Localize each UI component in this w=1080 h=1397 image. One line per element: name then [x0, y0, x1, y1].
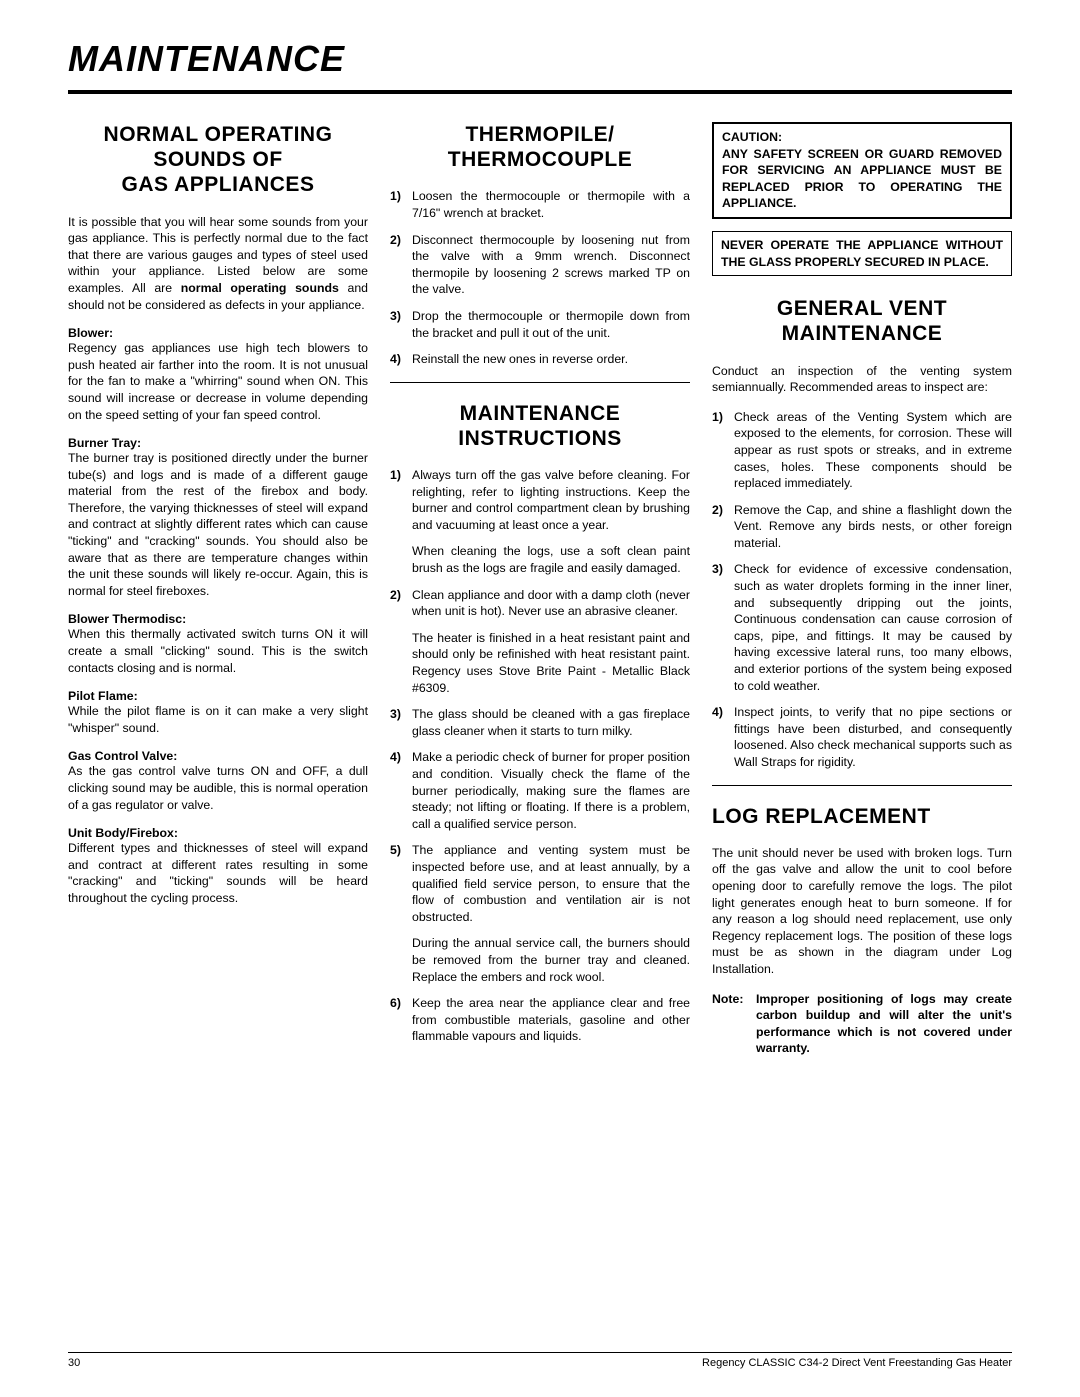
warning-box: NEVER OPERATE THE APPLIANCE WITHOUT THE … [712, 231, 1012, 276]
column-2: THERMOPILE/ THERMOCOUPLE 1)Loosen the th… [390, 122, 690, 1059]
columns: NORMAL OPERATING SOUNDS OF GAS APPLIANCE… [68, 122, 1012, 1059]
footer-rule [68, 1352, 1012, 1353]
section-rule [390, 382, 690, 383]
section-title-thermopile: THERMOPILE/ THERMOCOUPLE [390, 122, 690, 172]
column-1: NORMAL OPERATING SOUNDS OF GAS APPLIANCE… [68, 122, 368, 1059]
maintenance-steps: 1)Always turn off the gas valve before c… [390, 467, 690, 1045]
note-block: Note: Improper positioning of logs may c… [712, 991, 1012, 1057]
caution-body: ANY SAFETY SCREEN OR GUARD REMOVED FOR S… [722, 146, 1002, 212]
column-3: CAUTION: ANY SAFETY SCREEN OR GUARD REMO… [712, 122, 1012, 1059]
log-replacement-text: The unit should never be used with broke… [712, 845, 1012, 978]
page-title: MAINTENANCE [68, 38, 1012, 80]
firebox-head: Unit Body/Firebox: [68, 826, 368, 840]
note-label: Note: [712, 991, 756, 1057]
burner-text: The burner tray is positioned directly u… [68, 450, 368, 599]
thermopile-steps: 1)Loosen the thermocouple or thermopile … [390, 188, 690, 367]
vent-steps: 1)Check areas of the Venting System whic… [712, 409, 1012, 771]
vent-intro: Conduct an inspection of the venting sys… [712, 363, 1012, 396]
burner-head: Burner Tray: [68, 436, 368, 450]
intro-paragraph: It is possible that you will hear some s… [68, 214, 368, 314]
warning-text: NEVER OPERATE THE APPLIANCE WITHOUT THE … [721, 237, 1003, 270]
blower-head: Blower: [68, 326, 368, 340]
footer: 30 Regency CLASSIC C34-2 Direct Vent Fre… [68, 1352, 1012, 1369]
title-rule [68, 90, 1012, 94]
pilot-text: While the pilot flame is on it can make … [68, 703, 368, 736]
valve-text: As the gas control valve turns ON and OF… [68, 763, 368, 813]
firebox-text: Different types and thicknesses of steel… [68, 840, 368, 906]
page-number: 30 [68, 1357, 80, 1369]
blower-text: Regency gas appliances use high tech blo… [68, 340, 368, 423]
caution-head: CAUTION: [722, 129, 1002, 146]
note-text: Improper positioning of logs may create … [756, 991, 1012, 1057]
section-title-general-vent: GENERAL VENT MAINTENANCE [712, 296, 1012, 346]
valve-head: Gas Control Valve: [68, 749, 368, 763]
section-title-normal-sounds: NORMAL OPERATING SOUNDS OF GAS APPLIANCE… [68, 122, 368, 198]
caution-box: CAUTION: ANY SAFETY SCREEN OR GUARD REMO… [712, 122, 1012, 219]
section-rule-2 [712, 785, 1012, 786]
footer-product: Regency CLASSIC C34-2 Direct Vent Freest… [702, 1357, 1012, 1369]
section-title-maint-instructions: MAINTENANCE INSTRUCTIONS [390, 401, 690, 451]
thermodisc-head: Blower Thermodisc: [68, 612, 368, 626]
thermodisc-text: When this thermally activated switch tur… [68, 626, 368, 676]
pilot-head: Pilot Flame: [68, 689, 368, 703]
section-title-log-replacement: LOG REPLACEMENT [712, 804, 1012, 829]
